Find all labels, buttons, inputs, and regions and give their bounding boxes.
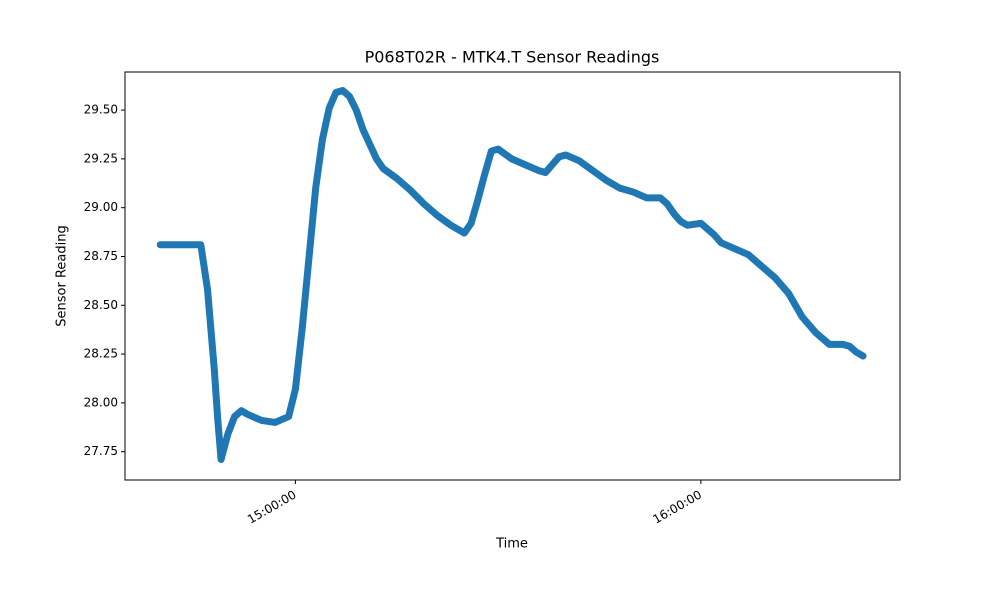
x-axis-label: Time [495, 537, 528, 552]
y-tick-label: 29.25 [84, 151, 118, 165]
y-tick-label: 29.50 [84, 103, 118, 117]
y-tick-label: 28.50 [84, 298, 118, 312]
y-axis-label: Sensor Reading [55, 225, 70, 326]
y-tick-label: 28.25 [84, 347, 118, 361]
y-tick-label: 28.00 [84, 395, 118, 409]
y-tick-label: 29.00 [84, 200, 118, 214]
x-tick-label: 16:00:00 [650, 488, 704, 527]
y-tick-label: 28.75 [84, 249, 118, 263]
chart-title: P068T02R - MTK4.T Sensor Readings [365, 48, 660, 67]
data-line [156, 87, 867, 463]
y-tick-label: 27.75 [84, 444, 118, 458]
x-tick-label: 15:00:00 [245, 488, 299, 527]
plot-frame [124, 71, 901, 481]
